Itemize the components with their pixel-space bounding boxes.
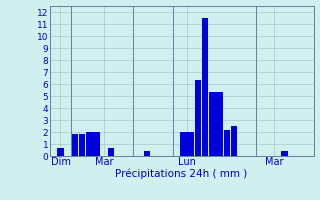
Bar xyxy=(216,92,223,156)
X-axis label: Précipitations 24h ( mm ): Précipitations 24h ( mm ) xyxy=(116,169,248,179)
Bar xyxy=(188,132,194,156)
Bar xyxy=(86,132,92,156)
Bar xyxy=(72,134,78,156)
Bar xyxy=(79,134,85,156)
Bar xyxy=(93,132,100,156)
Bar xyxy=(281,151,288,156)
Bar xyxy=(57,148,64,156)
Bar xyxy=(224,130,230,156)
Bar xyxy=(144,151,150,156)
Bar xyxy=(195,80,201,156)
Bar xyxy=(231,126,237,156)
Bar xyxy=(209,92,216,156)
Bar xyxy=(202,18,208,156)
Bar xyxy=(180,132,187,156)
Bar xyxy=(108,148,114,156)
